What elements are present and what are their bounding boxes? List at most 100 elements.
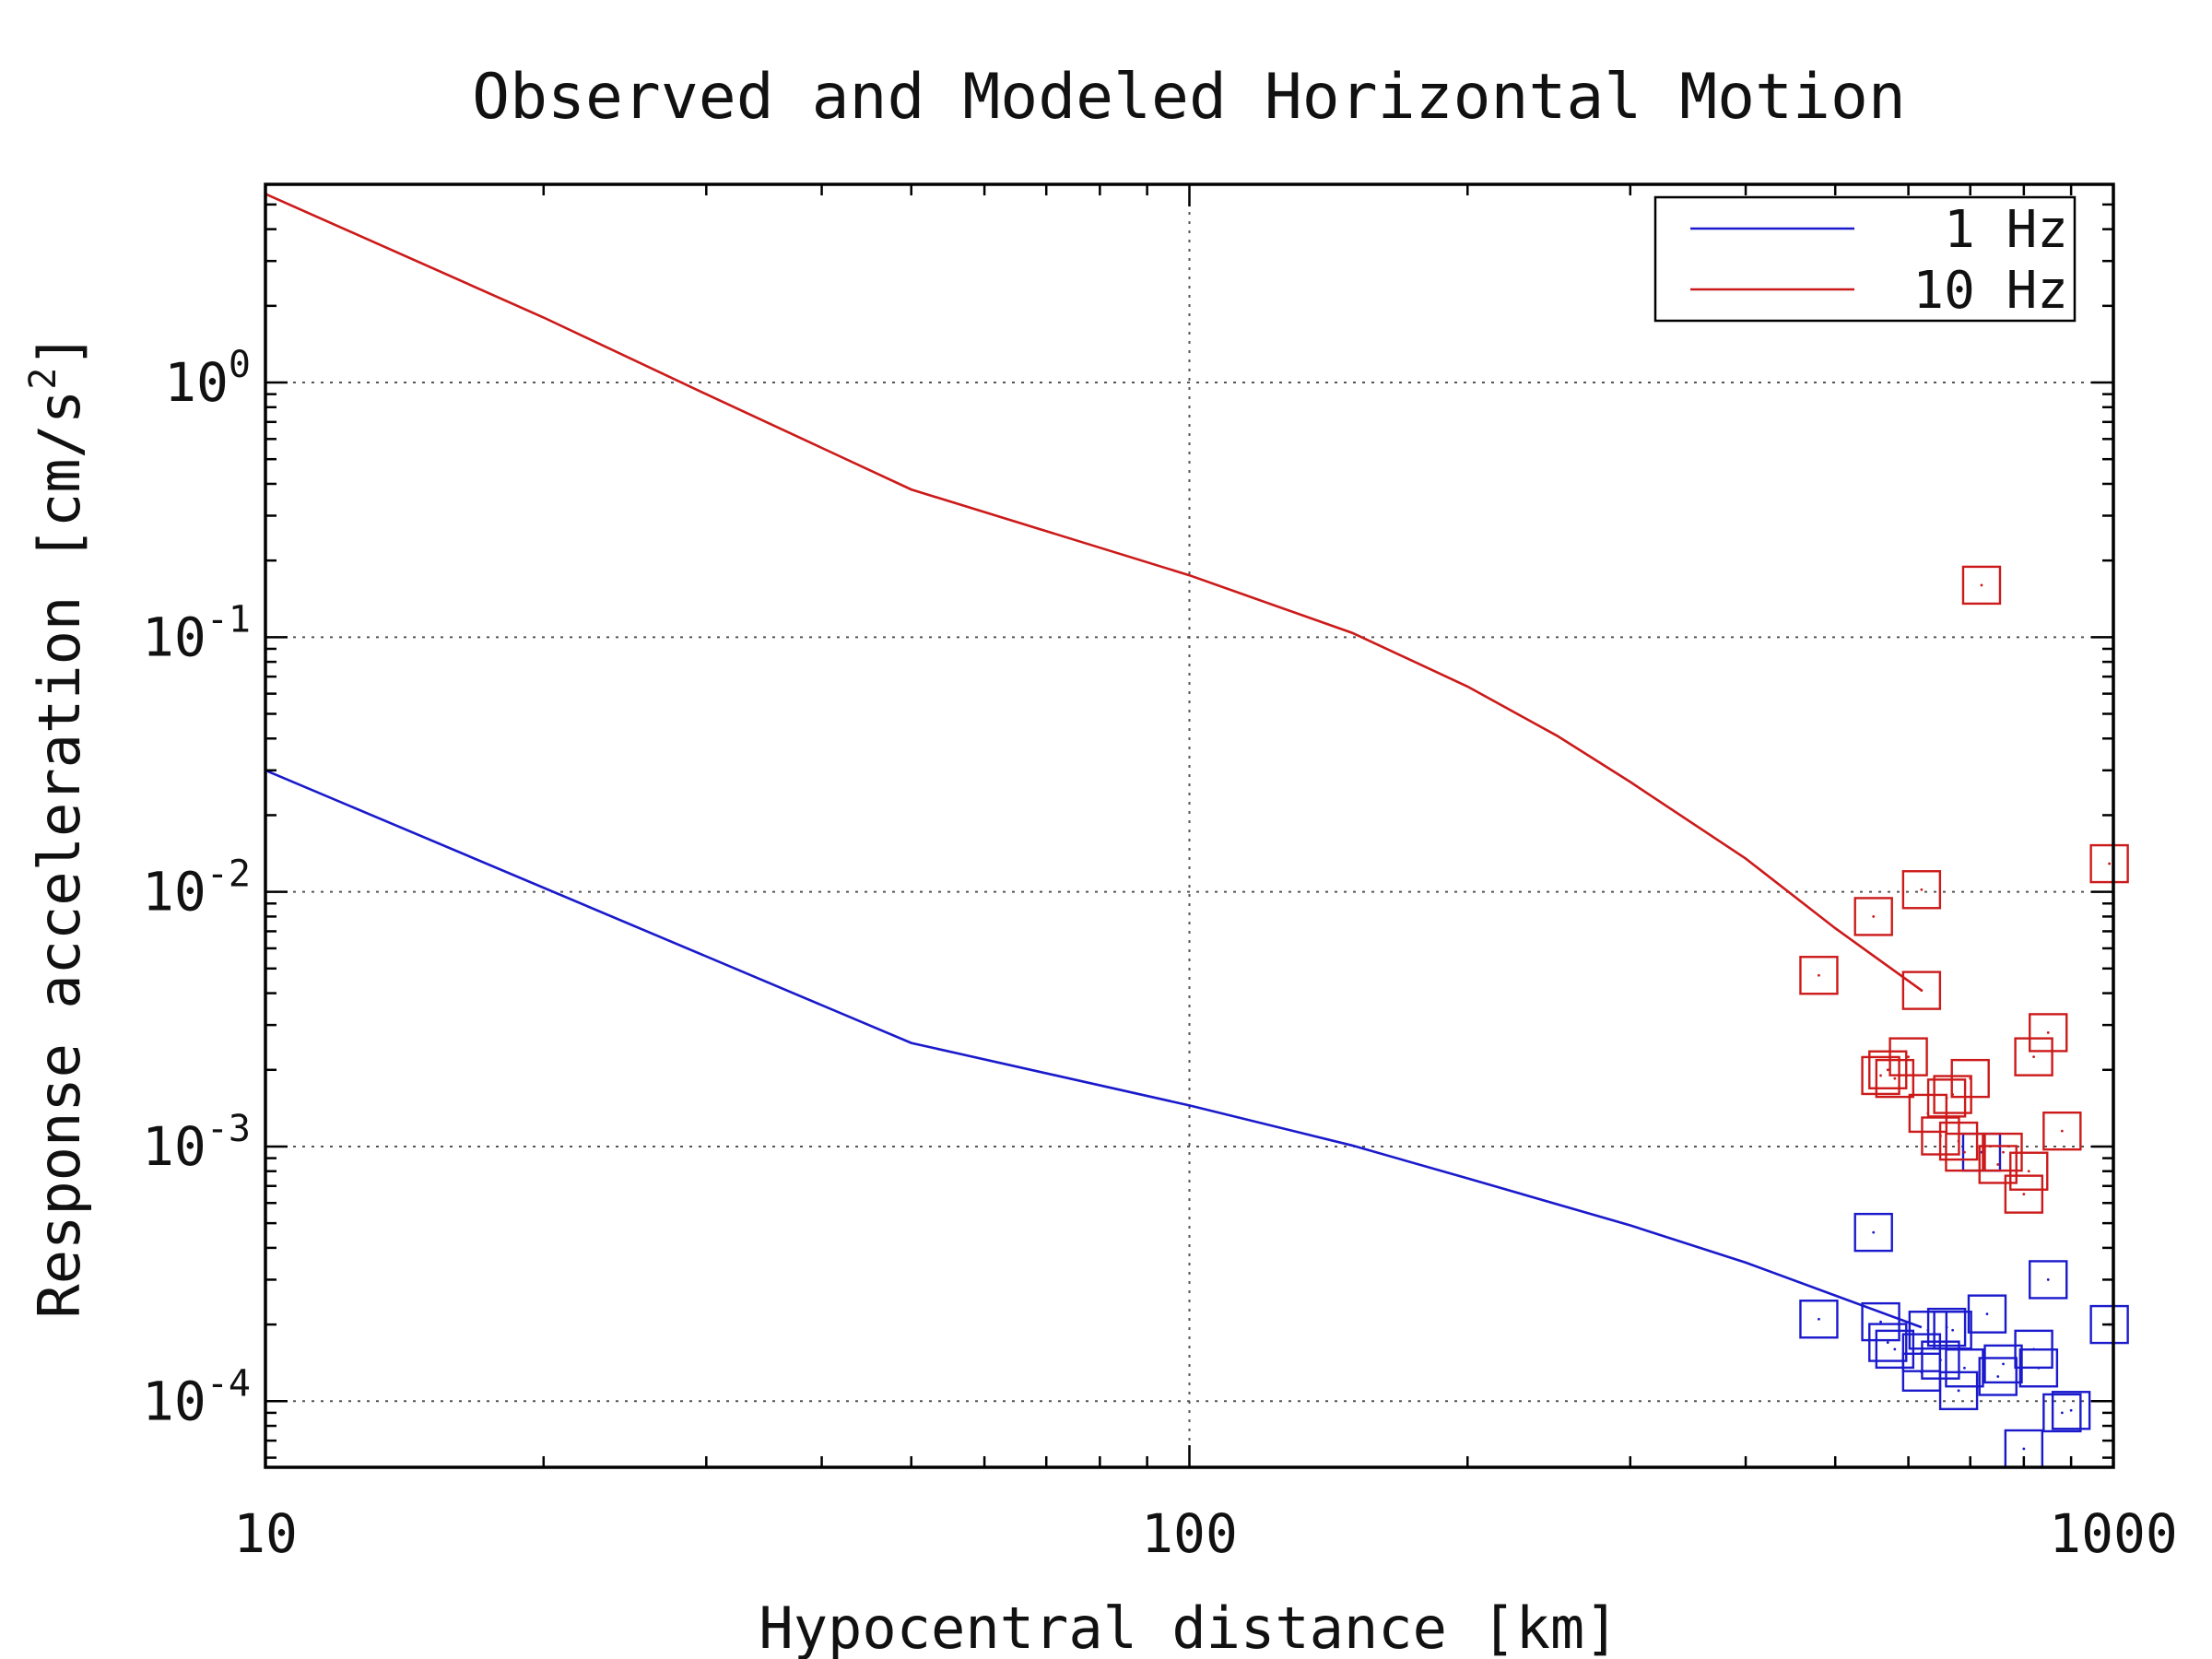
plot-frame xyxy=(264,182,2115,1469)
data-point xyxy=(2029,1013,2068,1053)
data-point xyxy=(2029,1260,2068,1300)
data-point-center xyxy=(1818,973,1820,977)
data-point-center xyxy=(2027,1170,2030,1173)
x-tick-label: 1000 xyxy=(2049,1502,2178,1565)
legend: 1 Hz 10 Hz xyxy=(1653,195,2077,323)
data-point-center xyxy=(2060,1129,2064,1133)
data-point xyxy=(2009,1151,2049,1191)
data-point-center xyxy=(1879,1320,1882,1324)
y-tick-label-exponent: 0 xyxy=(229,344,251,386)
data-point-center xyxy=(1969,1077,1972,1080)
data-point xyxy=(1799,1300,1839,1339)
y-axis-label: Response acceleration [cm/s2] xyxy=(22,333,93,1318)
data-point xyxy=(1853,1212,1893,1253)
data-point xyxy=(1888,1037,1928,1077)
data-point-center xyxy=(1886,1068,1889,1072)
data-point xyxy=(2018,1348,2059,1388)
data-point-center xyxy=(1980,583,1983,587)
x-axis-label: Hypocentral distance [km] xyxy=(759,1594,1618,1659)
data-point xyxy=(1901,971,1942,1010)
data-point xyxy=(1967,1294,2007,1334)
legend-label-10hz: 10 Hz xyxy=(1912,261,2068,321)
y-tick-label: 10-3 xyxy=(142,1108,251,1178)
data-point xyxy=(1978,1357,2018,1396)
series-markers-10-hz-observed xyxy=(1799,565,2129,1214)
data-point xyxy=(1861,1301,1900,1342)
data-point xyxy=(2004,1174,2044,1214)
data-point-center xyxy=(1920,989,1924,993)
data-point xyxy=(1950,1058,1990,1099)
data-point xyxy=(2042,1111,2082,1151)
data-point xyxy=(1945,1348,1984,1388)
data-point xyxy=(1945,1132,1984,1172)
y-tick-label-base: 10 xyxy=(142,861,206,924)
data-point xyxy=(1853,897,1893,936)
y-axis-label-close: ] xyxy=(26,333,93,367)
axis-ticks xyxy=(264,182,2115,1467)
y-tick-label: 10-2 xyxy=(142,853,251,924)
y-tick-label: 100 xyxy=(164,344,251,414)
y-tick-label-base: 10 xyxy=(142,1370,206,1432)
y-tick-label-base: 10 xyxy=(142,1115,206,1178)
plot-area xyxy=(265,193,2129,1469)
data-point-center xyxy=(1945,1096,1948,1100)
y-tick-label: 10-1 xyxy=(142,598,251,668)
data-point xyxy=(1938,1371,1979,1411)
data-point-center xyxy=(2002,1362,2005,1366)
y-tick-label-exponent: -3 xyxy=(206,1108,251,1150)
data-point-center xyxy=(2069,1408,2073,1412)
data-point-center xyxy=(1996,1163,2000,1166)
data-point xyxy=(1868,1050,1908,1089)
y-tick-label-exponent: -2 xyxy=(206,853,251,896)
data-point-center xyxy=(2046,1030,2050,1034)
data-point-center xyxy=(1920,888,1924,891)
data-point-center xyxy=(2022,1447,2026,1451)
data-point xyxy=(1978,1145,2018,1184)
data-point-center xyxy=(2046,1278,2050,1281)
data-point-center xyxy=(1996,1375,2000,1378)
data-point-center xyxy=(1879,1074,1882,1077)
data-point-center xyxy=(1963,1366,1966,1370)
data-point-center xyxy=(1963,1150,1966,1154)
data-point-center xyxy=(1872,1230,1876,1234)
data-point-center xyxy=(1957,1389,1960,1393)
data-point xyxy=(1875,1058,1915,1099)
data-point xyxy=(2042,1393,2082,1433)
series-line-1-hz xyxy=(265,769,1923,1329)
data-point-center xyxy=(1957,1139,1960,1143)
data-point-center xyxy=(1886,1341,1889,1344)
data-point-center xyxy=(1951,1328,1955,1332)
data-point xyxy=(1961,565,2002,606)
data-point-center xyxy=(1872,915,1876,918)
data-point xyxy=(1926,1078,1967,1118)
data-point xyxy=(2014,1037,2053,1077)
grid-lines xyxy=(265,184,2113,1467)
data-point xyxy=(1938,1121,1979,1161)
data-point-center xyxy=(2002,1150,2005,1154)
y-axis-label-superscript: 2 xyxy=(22,368,65,390)
data-point-center xyxy=(1939,1359,1942,1362)
data-point-center xyxy=(2032,1055,2035,1059)
data-point-center xyxy=(2060,1411,2064,1415)
data-point-center xyxy=(1907,1055,1910,1059)
y-tick-label-base: 10 xyxy=(142,606,206,668)
y-tick-label: 10-4 xyxy=(142,1362,251,1432)
legend-label-1hz: 1 Hz xyxy=(1944,200,2068,260)
data-point-center xyxy=(1893,1347,1897,1351)
legend-box xyxy=(1653,195,2077,323)
data-point xyxy=(1868,1323,1908,1362)
y-tick-label-exponent: -1 xyxy=(206,598,251,641)
data-point-center xyxy=(1893,1077,1897,1080)
x-tick-label: 10 xyxy=(233,1502,298,1565)
data-point-center xyxy=(2037,1366,2041,1370)
data-point-center xyxy=(2022,1193,2026,1196)
chart-title: Observed and Modeled Horizontal Motion xyxy=(472,61,1906,134)
data-point xyxy=(1901,870,1942,910)
data-point-center xyxy=(1945,1325,1948,1329)
data-point xyxy=(2089,843,2129,884)
data-point xyxy=(1983,1344,2023,1384)
data-point-center xyxy=(1985,1312,1989,1316)
y-tick-label-exponent: -4 xyxy=(206,1362,251,1405)
data-point xyxy=(2089,1304,2129,1345)
